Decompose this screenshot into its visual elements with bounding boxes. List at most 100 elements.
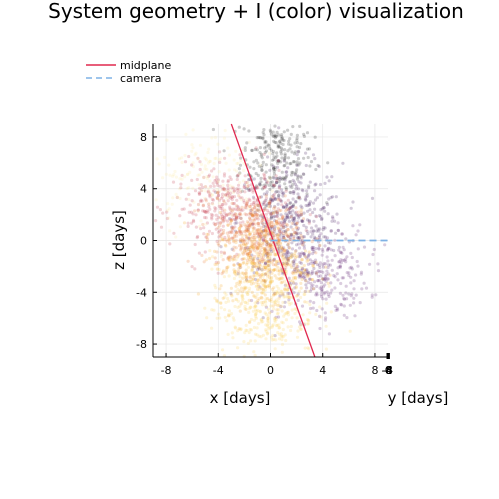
scatter-point (267, 205, 271, 209)
scatter-point (239, 225, 243, 229)
scatter-point (276, 159, 281, 163)
scatter-point (304, 272, 308, 276)
scatter-point (264, 305, 268, 309)
scatter-point (265, 254, 269, 258)
scatter-point (281, 205, 286, 209)
scatter-point (248, 198, 252, 202)
scatter-point (267, 260, 271, 264)
scatter-point (245, 274, 249, 278)
scatter-point (318, 243, 322, 247)
scatter-point (225, 266, 229, 270)
scatter-point (280, 334, 284, 338)
scatter-point (304, 151, 308, 155)
scatter-point (269, 130, 273, 134)
scatter-point (257, 164, 261, 168)
scatter-point (291, 276, 295, 280)
scatter-point (261, 253, 265, 257)
scatter-point (263, 247, 267, 251)
scatter-point (281, 138, 285, 142)
scatter-point (270, 295, 274, 299)
scatter-point (321, 285, 325, 289)
scatter-point (311, 287, 316, 291)
scatter-point (323, 318, 327, 322)
scatter-point (298, 320, 302, 324)
scatter-point (285, 216, 289, 220)
scatter-point (255, 300, 259, 304)
scatter-point (269, 181, 273, 185)
scatter-point (317, 214, 322, 218)
scatter-point (264, 261, 268, 265)
scatter-point (285, 223, 290, 227)
scatter-point (224, 213, 229, 217)
scatter-point (244, 271, 248, 275)
scatter-point (279, 141, 283, 145)
scatter-point (282, 236, 286, 240)
scatter-point (267, 243, 271, 247)
scatter-point (259, 235, 263, 239)
scatter-point (229, 177, 233, 181)
scatter-point (300, 265, 304, 269)
scatter-point (196, 208, 200, 212)
scatter-point (315, 262, 320, 267)
scatter-point (259, 295, 263, 299)
scatter-point (263, 177, 267, 181)
scatter-point (313, 189, 317, 193)
scatter-point (212, 308, 216, 312)
scatter-point (270, 163, 274, 167)
scatter-point (251, 242, 255, 246)
scatter-point (283, 201, 288, 205)
scatter-point (251, 195, 256, 199)
scatter-point (314, 247, 318, 251)
scatter-point (246, 229, 250, 233)
scatter-point (219, 196, 223, 200)
scatter-point (283, 157, 287, 161)
scatter-point (291, 170, 295, 175)
scatter-point (263, 174, 267, 178)
scatter-point (250, 239, 254, 243)
scatter-point (285, 161, 289, 165)
scatter-point (235, 187, 239, 191)
scatter-point (252, 257, 256, 261)
scatter-point (297, 255, 301, 259)
scatter-point (245, 220, 249, 224)
scatter-point (305, 259, 309, 263)
scatter-point (270, 324, 274, 328)
scatter-point (215, 217, 219, 221)
scatter-point (262, 289, 266, 293)
scatter-point (299, 142, 303, 146)
scatter-point (281, 221, 285, 225)
scatter-point (320, 295, 324, 299)
scatter-point (285, 252, 289, 256)
scatter-point (226, 188, 230, 192)
scatter-point (229, 191, 233, 195)
scatter-point (219, 221, 223, 225)
scatter-point (223, 156, 227, 160)
scatter-point (267, 204, 271, 209)
scatter-point (280, 350, 284, 354)
scatter-point (307, 201, 311, 205)
scatter-point (293, 252, 297, 256)
scatter-point (286, 234, 290, 238)
scatter-point (251, 265, 255, 269)
scatter-point (269, 280, 273, 284)
scatter-point (213, 262, 217, 267)
scatter-point (258, 151, 262, 155)
scatter-point (246, 256, 250, 260)
scatter-point (244, 328, 248, 332)
scatter-point (318, 274, 323, 278)
scatter-point (196, 157, 200, 161)
scatter-point (250, 279, 254, 284)
scatter-point (300, 304, 305, 308)
scatter-point (270, 212, 274, 216)
scatter-point (218, 150, 222, 154)
scatter-point (238, 212, 242, 216)
scatter-point (324, 265, 328, 269)
scatter-point (286, 156, 291, 160)
scatter-point (197, 191, 201, 195)
scatter-point (238, 229, 242, 233)
scatter-point (246, 229, 250, 233)
scatter-point (348, 266, 352, 270)
scatter-point (223, 188, 227, 192)
scatter-point (221, 269, 226, 273)
scatter-point (225, 213, 229, 217)
